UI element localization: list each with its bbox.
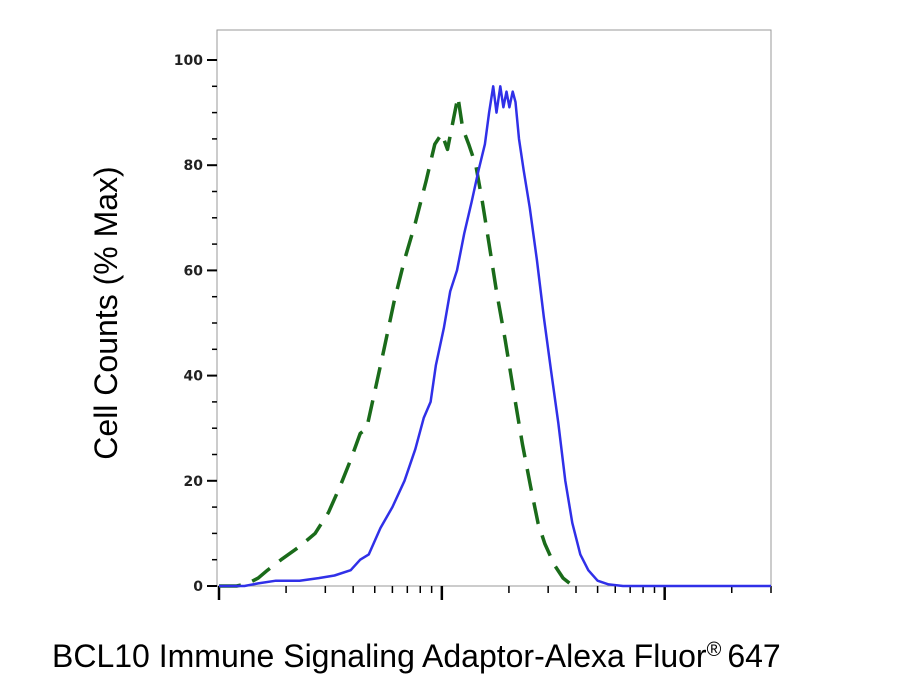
- y-axis: 0 20 40 60 80 100: [174, 53, 217, 595]
- y-axis-title: Cell Counts (% Max): [88, 166, 124, 459]
- series-layer: [219, 85, 771, 588]
- y-tick-label: 40: [184, 369, 204, 385]
- stained-series-line: [219, 85, 771, 588]
- y-tick-label: 60: [184, 263, 204, 279]
- y-tick-label: 100: [174, 53, 203, 69]
- y-tick-label: 80: [184, 158, 204, 174]
- x-axis-title-suffix: 647: [727, 638, 780, 674]
- y-tick-label: 0: [193, 579, 203, 595]
- control-series-line: [219, 95, 581, 588]
- registered-symbol: ®: [707, 639, 722, 661]
- plot-frame: [216, 29, 772, 587]
- x-axis-title: BCL10 Immune Signaling Adaptor-Alexa Flu…: [52, 638, 781, 674]
- x-axis-title-main: BCL10 Immune Signaling Adaptor-Alexa Flu…: [52, 638, 707, 674]
- y-tick-label: 20: [184, 474, 204, 490]
- x-axis: [217, 586, 772, 600]
